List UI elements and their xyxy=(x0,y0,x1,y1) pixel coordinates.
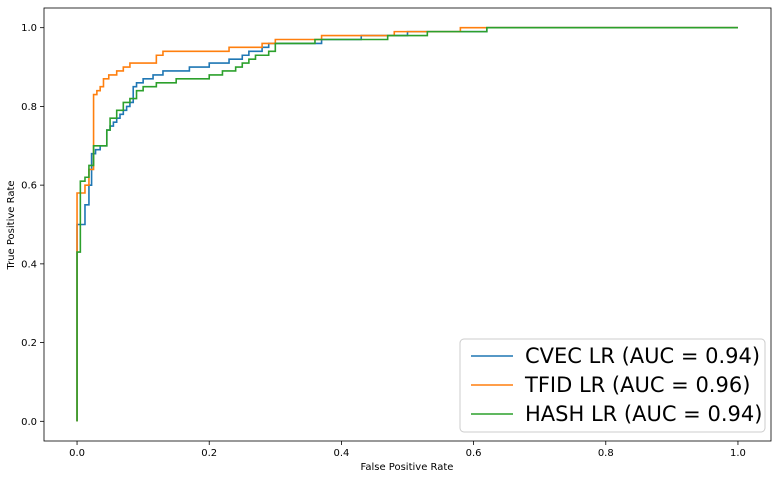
x-tick-label: 0.4 xyxy=(333,448,349,459)
series-layer xyxy=(76,26,738,422)
legend: CVEC LR (AUC = 0.94) TFID LR (AUC = 0.96)… xyxy=(459,338,766,433)
legend-label: HASH LR (AUC = 0.94) xyxy=(525,402,762,426)
series-line-2 xyxy=(76,26,738,422)
x-axis-label: False Positive Rate xyxy=(361,462,454,473)
x-tick-label: 0.6 xyxy=(466,448,482,459)
x-tick-label: 0.0 xyxy=(69,448,85,459)
legend-label: CVEC LR (AUC = 0.94) xyxy=(525,344,760,368)
x-tick-label: 0.2 xyxy=(201,448,217,459)
y-tick-label: 0.8 xyxy=(21,102,37,113)
legend-label: TFID LR (AUC = 0.96) xyxy=(524,373,750,397)
x-tick-label: 1.0 xyxy=(730,448,746,459)
y-tick-label: 0.6 xyxy=(21,181,37,192)
plot-frame xyxy=(43,7,772,442)
x-tick-label: 0.8 xyxy=(598,448,614,459)
legend-box xyxy=(459,338,766,433)
y-tick-label: 0.0 xyxy=(21,417,37,428)
y-axis-label: True Positive Rate xyxy=(6,180,17,270)
y-tick-label: 0.4 xyxy=(21,259,37,270)
x-axis: 0.0 0.2 0.4 0.6 0.8 1.0 xyxy=(69,441,746,459)
y-axis: 0.0 0.2 0.4 0.6 0.8 1.0 xyxy=(21,23,44,428)
y-tick-label: 1.0 xyxy=(21,23,37,34)
y-tick-label: 0.2 xyxy=(21,338,37,349)
